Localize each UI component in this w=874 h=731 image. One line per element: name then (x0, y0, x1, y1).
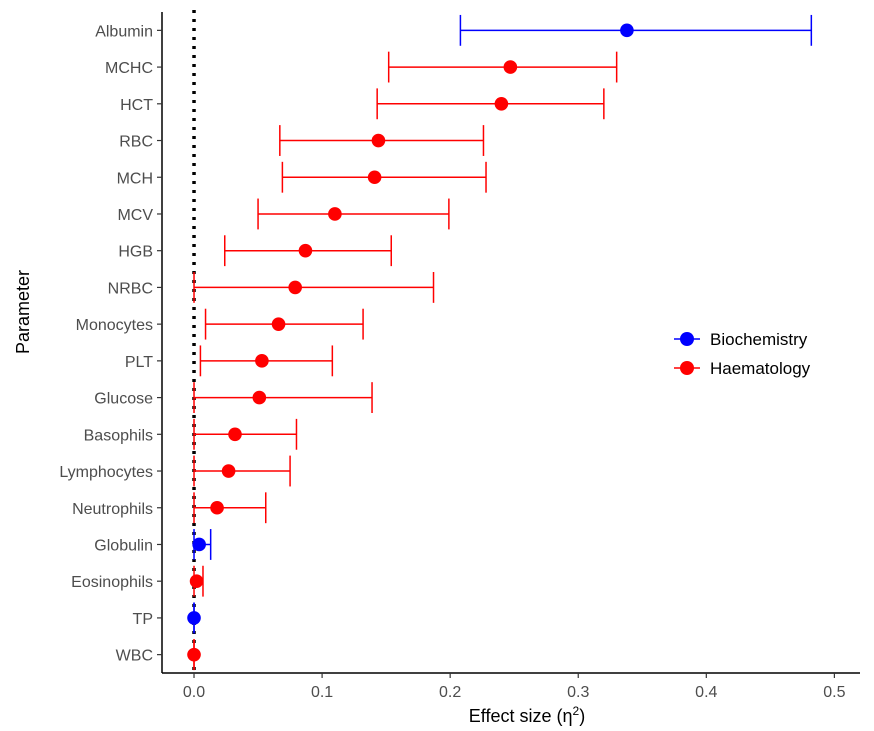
point-tp (187, 611, 201, 625)
y-axis-title: Parameter (13, 270, 33, 354)
y-tick-label-mcv: MCV (117, 207, 153, 224)
point-globulin (192, 537, 206, 552)
y-tick-label-rbc: RBC (119, 134, 153, 151)
data-series (187, 14, 813, 671)
legend-item-haematology: Haematology (674, 359, 811, 378)
point-rbc (371, 133, 386, 148)
y-tick-label-lymphocytes: Lymphocytes (59, 464, 153, 481)
point-hct (494, 97, 509, 111)
point-plt (255, 354, 269, 368)
error-bar-neutrophils (193, 492, 267, 524)
error-bar-nrbc (193, 271, 435, 303)
y-tick-label-plt: PLT (125, 354, 153, 371)
y-tick-label-neutrophils: Neutrophils (72, 501, 153, 518)
error-bar-mchc (387, 51, 618, 83)
error-bar-basophils (193, 418, 298, 450)
x-tick-label-5: 0.5 (823, 684, 845, 701)
y-tick-label-basophils: Basophils (84, 427, 153, 444)
x-tick-label-3: 0.3 (567, 684, 589, 701)
x-tick-labels: 0.0 0.1 0.2 0.3 0.4 0.5 (183, 673, 846, 701)
error-bar-mcv (257, 198, 450, 230)
x-axis-title: Effect size (η2) (469, 704, 585, 726)
y-tick-labels: Albumin MCHC HCT RBC MCH MCV HGB NRBC Monocytes P… (59, 23, 162, 665)
y-tick-label-globulin: Globulin (94, 537, 153, 554)
point-wbc (187, 647, 201, 662)
point-mch (367, 170, 382, 185)
plot-axes (161, 12, 860, 674)
error-bar-glucose (193, 382, 373, 414)
legend-swatch-biochemistry (680, 332, 694, 346)
y-tick-label-hgb: HGB (118, 244, 153, 261)
y-tick-label-wbc: WBC (116, 648, 153, 665)
point-glucose (252, 390, 267, 405)
point-basophils (228, 427, 242, 442)
legend-label-biochemistry: Biochemistry (710, 330, 808, 349)
y-tick-label-glucose: Glucose (94, 391, 153, 408)
point-lymphocytes (221, 464, 236, 478)
legend: Biochemistry Haematology (674, 330, 811, 378)
y-tick-label-mchc: MCHC (105, 60, 153, 77)
x-tick-label-4: 0.4 (695, 684, 717, 701)
y-tick-label-monocytes: Monocytes (76, 317, 153, 334)
y-tick-label-nrbc: NRBC (108, 280, 153, 297)
y-tick-label-hct: HCT (120, 97, 153, 114)
legend-label-haematology: Haematology (710, 359, 811, 378)
legend-item-biochemistry: Biochemistry (674, 330, 808, 349)
y-tick-label-albumin: Albumin (95, 23, 153, 40)
legend-swatch-haematology (680, 361, 694, 375)
x-tick-label-2: 0.2 (439, 684, 461, 701)
error-bar-albumin (459, 14, 813, 46)
point-neutrophils (210, 500, 224, 515)
point-nrbc (288, 280, 302, 295)
point-albumin (620, 23, 634, 38)
x-tick-label-1: 0.1 (311, 684, 333, 701)
error-bar-hct (376, 88, 605, 120)
point-mchc (503, 60, 518, 74)
y-tick-label-eosinophils: Eosinophils (71, 574, 153, 591)
series-biochemistry (187, 14, 813, 634)
x-tick-label-0: 0.0 (183, 684, 205, 701)
series-haematology (187, 51, 618, 671)
point-hgb (298, 243, 313, 258)
error-bar-mch (281, 161, 487, 193)
point-eosinophils (189, 574, 204, 588)
error-bar-lymphocytes (193, 455, 291, 487)
point-mcv (328, 207, 342, 221)
y-tick-label-tp: TP (133, 611, 153, 628)
point-monocytes (271, 317, 286, 331)
y-tick-label-mch: MCH (117, 170, 153, 187)
